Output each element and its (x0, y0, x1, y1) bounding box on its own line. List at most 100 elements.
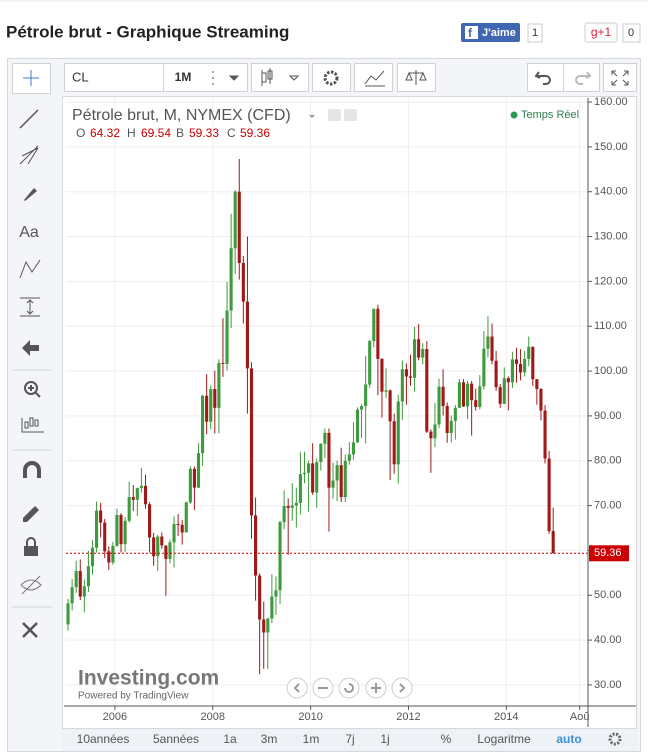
hide-tool[interactable] (20, 575, 42, 595)
range-button[interactable]: 5années (153, 732, 199, 746)
pattern-tool[interactable] (19, 259, 41, 279)
candle-body (323, 432, 327, 444)
magnet-tool[interactable] (23, 461, 41, 478)
fullscreen-button[interactable] (603, 63, 637, 92)
high-value: 69.54 (141, 126, 171, 140)
candle-body (233, 191, 237, 249)
interval[interactable]: 1M (175, 70, 192, 84)
candle-body (527, 346, 531, 359)
candle-body (209, 388, 213, 422)
y-tick-label: 120.00 (594, 275, 628, 287)
powered-by[interactable]: Powered by TradingView (78, 691, 189, 702)
candle-body (380, 358, 384, 392)
candle-body (123, 520, 127, 545)
range-button[interactable]: 1a (223, 732, 237, 746)
bottom-bar (62, 729, 637, 751)
candle-body (196, 453, 201, 488)
gplus-count-box (622, 23, 641, 43)
cross-icon (23, 70, 39, 86)
candle-body (478, 386, 482, 407)
title-menu[interactable] (309, 115, 315, 118)
gear-icon (323, 70, 339, 86)
eye-button[interactable] (328, 109, 341, 121)
realtime-label: Temps Réel (521, 109, 579, 121)
range-button[interactable]: auto (556, 732, 581, 746)
candle-body (172, 523, 176, 543)
measure-tool[interactable] (20, 297, 40, 317)
plot (66, 98, 592, 710)
candle-body (103, 522, 107, 552)
bottom-settings[interactable] (608, 732, 622, 746)
candle-body (368, 341, 372, 385)
zoom-range-tool[interactable] (21, 417, 44, 433)
candle-body (192, 468, 196, 488)
lock-tool[interactable] (24, 546, 38, 556)
range-button[interactable]: Logaritme (477, 732, 531, 746)
candle-body (201, 395, 205, 454)
candle-body (519, 363, 523, 373)
gplus-label[interactable]: g+1 (591, 25, 612, 39)
candle-body (335, 465, 339, 481)
candle-body (396, 401, 400, 465)
pitchfork-tool[interactable] (19, 145, 39, 165)
candle-body (502, 378, 506, 404)
candle-body (86, 566, 90, 587)
candle-body (184, 502, 188, 533)
range-button[interactable]: 1m (303, 732, 320, 746)
undo-button[interactable] (527, 63, 564, 92)
range-button[interactable]: % (441, 732, 452, 746)
candle-body (486, 336, 490, 349)
candle-body (115, 514, 119, 546)
text-tool[interactable]: Aa (19, 224, 39, 241)
candle-body (506, 378, 510, 383)
candle-body (372, 308, 376, 342)
candle-body (254, 515, 258, 576)
range-button[interactable]: 7j (345, 732, 354, 746)
y-tick-label: 40.00 (594, 634, 622, 646)
candle-body (66, 603, 70, 625)
candle-body (425, 349, 429, 432)
interval-menu[interactable] (212, 71, 240, 85)
gplus-button[interactable] (584, 22, 618, 43)
candle-body (241, 263, 245, 302)
back-tool[interactable] (22, 340, 39, 356)
stay-drawing-tool[interactable] (23, 506, 39, 522)
zoom-tool[interactable] (24, 381, 38, 395)
close-button[interactable] (344, 109, 357, 121)
candle-body (547, 458, 551, 532)
candle-body (355, 409, 360, 443)
reset[interactable] (338, 677, 360, 699)
candle-body (531, 346, 535, 380)
range-button[interactable]: 10années (77, 732, 130, 746)
candle-body (457, 382, 461, 408)
fullscreen-icon (611, 70, 629, 86)
symbol[interactable]: CL (72, 69, 89, 84)
chart-style-button[interactable] (251, 63, 309, 92)
redo-button[interactable] (563, 63, 600, 92)
candle-body (270, 596, 274, 619)
range-button[interactable]: 3m (261, 732, 278, 746)
line-tool[interactable] (19, 109, 39, 129)
settings-button[interactable] (312, 63, 351, 92)
brush-tool[interactable] (24, 188, 37, 201)
candle-body (417, 339, 421, 358)
scroll-right[interactable] (391, 677, 413, 699)
candle-body (388, 390, 392, 422)
realtime-dot (510, 111, 518, 119)
candle-body (245, 301, 249, 369)
candle-body (408, 376, 413, 378)
remove-tool[interactable] (22, 622, 38, 638)
x-tick-label: 2006 (103, 711, 127, 723)
open-value: 64.32 (90, 126, 120, 140)
like-label[interactable]: J'aime (482, 27, 516, 39)
close-value: 59.36 (240, 126, 270, 140)
candle-body (180, 524, 184, 533)
scroll-left[interactable] (286, 677, 308, 699)
candle-body (514, 359, 519, 364)
range-button[interactable]: 1j (380, 732, 389, 746)
candle-body (543, 410, 547, 459)
candle-body (364, 384, 368, 407)
candle-body (327, 432, 331, 488)
candle-body (82, 586, 86, 597)
